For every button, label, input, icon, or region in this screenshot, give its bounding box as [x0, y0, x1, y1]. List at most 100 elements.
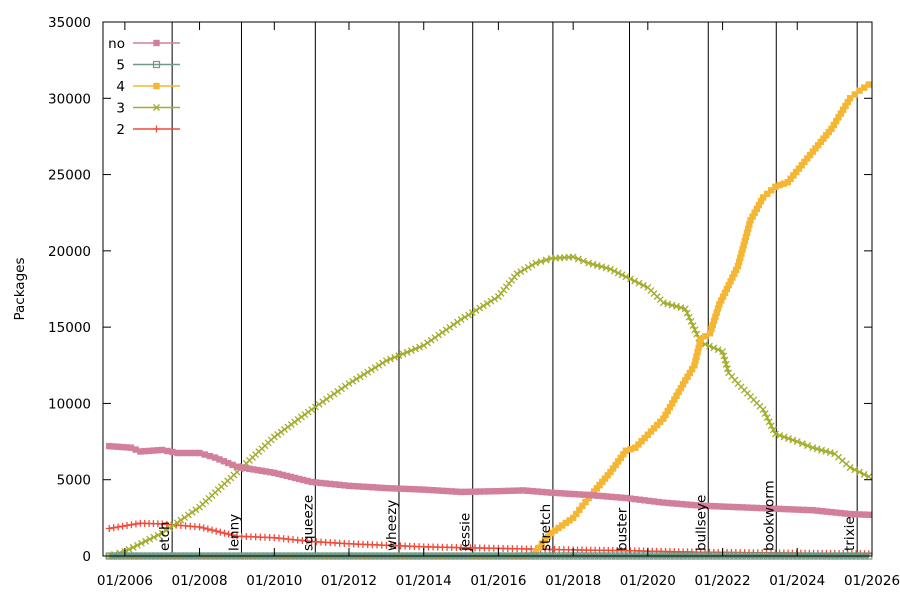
data-point [322, 480, 329, 487]
data-point [541, 537, 549, 544]
data-point [461, 313, 469, 321]
data-point [636, 496, 644, 503]
data-point [569, 253, 577, 261]
data-point [762, 505, 770, 512]
data-point [860, 511, 868, 518]
data-point [610, 267, 618, 275]
data-point [434, 487, 441, 494]
data-point [406, 485, 413, 493]
data-point [735, 258, 743, 266]
data-point [823, 508, 830, 515]
data-point [751, 209, 758, 216]
data-point [517, 268, 525, 276]
data-point [491, 295, 499, 303]
data-point [679, 381, 687, 388]
data-point [617, 454, 624, 462]
data-point [798, 440, 806, 448]
data-point [401, 485, 409, 493]
data-point [631, 277, 639, 285]
data-point [338, 385, 345, 393]
x-tick-label: 01/2010 [246, 573, 302, 589]
data-point [544, 533, 552, 540]
data-point [706, 330, 714, 337]
data-point [709, 321, 716, 329]
data-point [830, 121, 838, 129]
data-point [356, 373, 364, 381]
data-point [732, 266, 740, 274]
data-point [191, 449, 199, 457]
data-point [601, 475, 609, 482]
data-point [771, 430, 779, 438]
data-point [682, 377, 689, 384]
data-point [221, 529, 229, 537]
data-point [594, 492, 602, 499]
data-point [487, 297, 495, 305]
data-point [132, 446, 139, 453]
data-point [557, 490, 564, 497]
data-point [666, 404, 674, 411]
data-point [379, 359, 387, 367]
y-tick-label: 15000 [48, 320, 91, 336]
data-point [562, 519, 570, 527]
data-point [345, 482, 353, 490]
release-label: squeeze [300, 495, 316, 551]
data-point [330, 390, 338, 398]
data-point [585, 491, 592, 499]
data-point [590, 488, 598, 495]
data-point [646, 497, 653, 505]
data-point [743, 229, 751, 237]
data-point [691, 362, 698, 369]
data-point [647, 428, 655, 435]
data-point [110, 524, 118, 532]
data-point [644, 431, 651, 438]
data-point [789, 436, 797, 444]
data-point [800, 506, 807, 514]
data-point [431, 334, 439, 342]
series-line-no [109, 445, 869, 516]
y-tick-label: 30000 [48, 91, 91, 107]
data-point [146, 535, 154, 543]
data-point [158, 529, 166, 537]
data-point [308, 478, 315, 486]
data-point [375, 361, 383, 369]
data-point [612, 461, 619, 469]
data-point [635, 279, 643, 287]
data-point [125, 545, 133, 553]
data-point [548, 489, 555, 496]
data-point [817, 138, 825, 146]
legend-label: 5 [116, 58, 125, 74]
data-point [467, 488, 474, 495]
data-point [683, 501, 690, 508]
data-point [500, 487, 507, 495]
data-point [607, 265, 614, 273]
data-point [842, 510, 849, 517]
data-point [142, 537, 150, 545]
data-point [439, 487, 446, 494]
data-point [776, 505, 784, 513]
data-point [822, 132, 830, 139]
x-tick-label: 01/2016 [470, 573, 526, 589]
data-point [618, 271, 626, 279]
data-point [720, 352, 728, 360]
data-point [622, 273, 630, 281]
data-point [684, 373, 691, 380]
data-point [702, 333, 709, 340]
data-point [315, 400, 323, 408]
data-point [181, 514, 189, 522]
series-layer [105, 81, 873, 560]
data-point [655, 498, 662, 506]
legend-label: 3 [116, 101, 125, 117]
data-point [576, 491, 583, 498]
data-point [327, 480, 334, 488]
x-tick-label: 01/2014 [396, 573, 452, 589]
data-point [552, 489, 560, 497]
data-point [535, 544, 542, 552]
data-point [566, 517, 573, 524]
data-point [184, 511, 192, 519]
data-point [769, 426, 777, 434]
data-point [127, 444, 135, 451]
data-point [806, 151, 814, 159]
series-3 [105, 253, 873, 560]
data-point [425, 486, 432, 494]
legend: no 5 4 3 2 [108, 36, 180, 138]
